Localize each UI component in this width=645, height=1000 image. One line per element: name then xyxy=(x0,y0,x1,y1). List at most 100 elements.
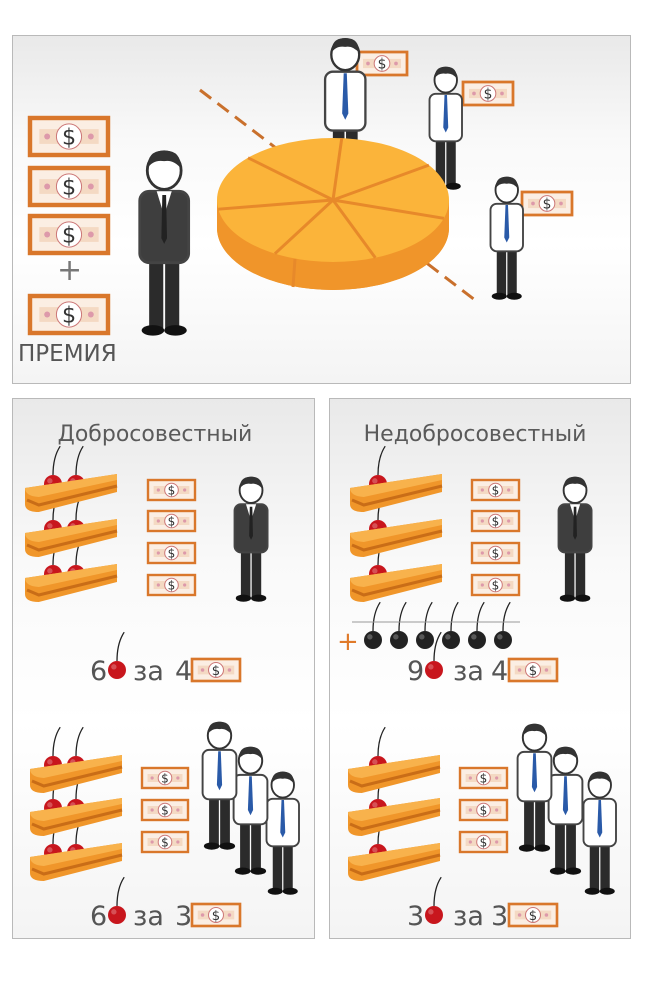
svg-text:$: $ xyxy=(168,578,176,592)
employee-icon xyxy=(582,771,617,895)
svg-text:$: $ xyxy=(212,909,220,924)
svg-text:$: $ xyxy=(484,87,493,103)
employee-icon xyxy=(265,771,300,895)
businessman-icon xyxy=(233,476,269,602)
svg-text:$: $ xyxy=(161,803,169,817)
cherry-icon xyxy=(425,876,443,924)
dollar-bill-icon: $ xyxy=(470,541,521,565)
svg-text:$: $ xyxy=(492,514,500,528)
dollar-bill-icon: $ xyxy=(470,573,521,597)
svg-text:$: $ xyxy=(168,514,176,528)
plus-sign: + xyxy=(337,627,359,657)
dollar-bill-icon: $ xyxy=(190,902,242,928)
cake-slice-icon xyxy=(350,519,443,557)
svg-text:$: $ xyxy=(480,835,488,849)
dollar-bill-icon: $ xyxy=(140,798,190,822)
black-cherry-icon xyxy=(494,601,512,649)
formula-cherries: 9 xyxy=(407,656,424,687)
svg-text:$: $ xyxy=(161,771,169,785)
dollar-bill-icon: $ xyxy=(146,573,197,597)
cherry-icon xyxy=(425,631,443,679)
black-cherry-icon xyxy=(364,601,382,649)
svg-text:$: $ xyxy=(492,546,500,560)
formula-bills: 4 xyxy=(491,656,508,687)
black-cherry-icon xyxy=(468,601,486,649)
pie-icon xyxy=(217,137,449,290)
cake-slice-icon xyxy=(350,474,443,512)
svg-text:$: $ xyxy=(62,175,76,201)
svg-text:$: $ xyxy=(62,303,76,329)
dollar-bill-icon: $ xyxy=(470,509,521,533)
cake-slice-icon xyxy=(30,755,123,793)
cake-slice-icon xyxy=(25,519,118,557)
cake-slice-icon xyxy=(30,798,123,836)
formula-word: за xyxy=(453,656,484,687)
formula-bills: 4 xyxy=(175,656,192,687)
black-cherry-icon xyxy=(416,601,434,649)
bonus-label: ПРЕМИЯ xyxy=(18,341,117,367)
svg-text:$: $ xyxy=(168,483,176,497)
formula-word: за xyxy=(133,656,164,687)
dollar-bill-icon: $ xyxy=(458,798,509,822)
svg-text:$: $ xyxy=(480,803,488,817)
dollar-bill-icon: $ xyxy=(458,830,509,854)
businessman-icon xyxy=(557,476,593,602)
svg-text:$: $ xyxy=(480,771,488,785)
formula-cherries: 3 xyxy=(407,901,424,932)
cake-slice-icon xyxy=(30,843,123,881)
svg-text:$: $ xyxy=(529,909,537,924)
dollar-bill-icon: $ xyxy=(355,50,409,77)
dollar-bill-icon: $ xyxy=(470,478,521,502)
svg-text:$: $ xyxy=(492,483,500,497)
svg-text:$: $ xyxy=(543,197,552,213)
cake-slice-icon xyxy=(350,564,443,602)
dollar-bill-icon: $ xyxy=(27,293,111,336)
formula-word: за xyxy=(133,901,164,932)
cherry-icon xyxy=(108,876,126,924)
cherry-icon xyxy=(108,631,126,679)
svg-text:$: $ xyxy=(492,578,500,592)
svg-text:$: $ xyxy=(161,835,169,849)
black-cherry-icon xyxy=(390,601,408,649)
employee-icon xyxy=(232,746,269,875)
dollar-bill-icon: $ xyxy=(458,766,509,790)
formula-cherries: 6 xyxy=(90,656,107,687)
formula-bills: 3 xyxy=(175,901,192,932)
dollar-bill-icon: $ xyxy=(146,509,197,533)
svg-text:$: $ xyxy=(212,664,220,679)
cake-slice-icon xyxy=(348,798,441,836)
employee-icon xyxy=(489,176,524,300)
black-cherry-icon xyxy=(442,601,460,649)
dollar-bill-icon: $ xyxy=(146,541,197,565)
dollar-bill-icon: $ xyxy=(27,213,111,256)
employee-icon xyxy=(547,746,584,875)
formula-word: за xyxy=(453,901,484,932)
formula-cherries: 6 xyxy=(90,901,107,932)
employee-icon xyxy=(201,721,238,850)
dollar-bill-icon: $ xyxy=(507,902,559,928)
dollar-bill-icon: $ xyxy=(140,766,190,790)
formula-bills: 3 xyxy=(491,901,508,932)
svg-text:$: $ xyxy=(62,125,76,151)
dollar-bill-icon: $ xyxy=(27,115,111,158)
cake-slice-icon xyxy=(348,843,441,881)
cake-slice-icon xyxy=(25,474,118,512)
svg-text:$: $ xyxy=(529,664,537,679)
businessman-icon xyxy=(138,150,191,336)
dollar-bill-icon: $ xyxy=(461,80,515,107)
dollar-bill-icon: $ xyxy=(520,190,574,217)
dishonest-title: Недобросовестный xyxy=(364,422,587,447)
honest-title: Добросовестный xyxy=(58,422,253,447)
dollar-bill-icon: $ xyxy=(190,657,242,683)
dollar-bill-icon: $ xyxy=(146,478,197,502)
dollar-bill-icon: $ xyxy=(140,830,190,854)
plus-sign: + xyxy=(57,253,82,288)
divider-dashed-line xyxy=(199,88,476,302)
cake-slice-icon xyxy=(348,755,441,793)
svg-text:$: $ xyxy=(168,546,176,560)
dollar-bill-icon: $ xyxy=(27,165,111,208)
dollar-bill-icon: $ xyxy=(507,657,559,683)
cake-slice-icon xyxy=(25,564,118,602)
employee-icon xyxy=(516,723,553,852)
